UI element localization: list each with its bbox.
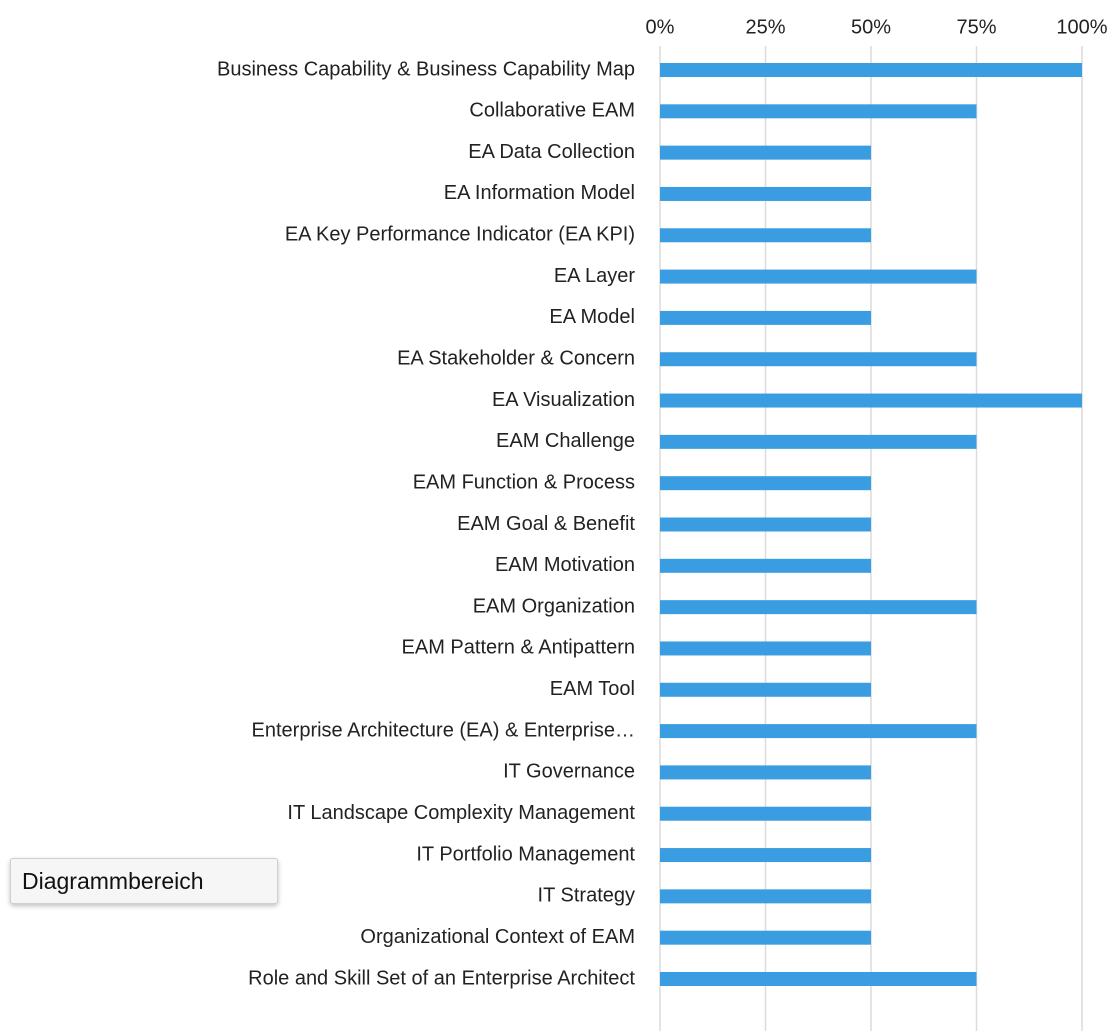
y-tick-label: EA Visualization (492, 389, 635, 411)
y-tick-label: EAM Motivation (495, 554, 635, 576)
bar (660, 434, 977, 449)
bar (660, 641, 871, 656)
y-tick-label: EA Information Model (444, 182, 635, 204)
y-tick-label: Collaborative EAM (469, 100, 635, 122)
y-tick-label: IT Portfolio Management (416, 843, 635, 865)
y-tick-label: EAM Function & Process (413, 471, 635, 493)
bar (660, 310, 871, 325)
y-tick-label: Enterprise Architecture (EA) & Enterpris… (252, 719, 635, 741)
bar (660, 476, 871, 491)
bar (660, 724, 977, 739)
x-tick-label: 100% (1056, 16, 1107, 38)
bar (660, 145, 871, 160)
y-tick-label: IT Strategy (538, 885, 635, 907)
y-tick-label: EAM Challenge (496, 430, 635, 452)
y-tick-label: EA Layer (554, 265, 636, 287)
bar (660, 765, 871, 780)
y-tick-label: EA Stakeholder & Concern (397, 348, 635, 370)
bar (660, 186, 871, 201)
y-tick-label: Organizational Context of EAM (360, 926, 635, 948)
bar (660, 269, 977, 284)
bar (660, 848, 871, 863)
bar (660, 930, 871, 945)
y-tick-label: EAM Organization (473, 595, 635, 617)
y-tick-label: Role and Skill Set of an Enterprise Arch… (248, 967, 635, 989)
y-tick-label: EA Key Performance Indicator (EA KPI) (285, 224, 635, 246)
x-tick-label: 25% (745, 16, 785, 38)
tooltip: Diagrammbereich (10, 858, 278, 904)
bar (660, 63, 1082, 77)
y-tick-label: EA Model (549, 306, 635, 328)
y-tick-label: IT Landscape Complexity Management (287, 802, 635, 824)
bar (660, 352, 977, 367)
bar (660, 806, 871, 821)
x-tick-label: 50% (851, 16, 891, 38)
y-tick-label: EAM Goal & Benefit (457, 513, 635, 535)
bar (660, 600, 977, 615)
y-tick-label: IT Governance (503, 761, 635, 783)
y-tick-label: Business Capability & Business Capabilit… (217, 58, 635, 80)
bar (660, 104, 977, 119)
bar (660, 682, 871, 697)
x-tick-label: 75% (956, 16, 996, 38)
y-tick-label: EAM Tool (550, 678, 635, 700)
bar (660, 517, 871, 532)
bar (660, 393, 1082, 408)
bar (660, 558, 871, 573)
x-tick-label: 0% (646, 16, 675, 38)
bar (660, 972, 977, 986)
bar (660, 889, 871, 904)
bar (660, 228, 871, 243)
y-tick-label: EA Data Collection (468, 141, 635, 163)
y-tick-label: EAM Pattern & Antipattern (402, 637, 635, 659)
